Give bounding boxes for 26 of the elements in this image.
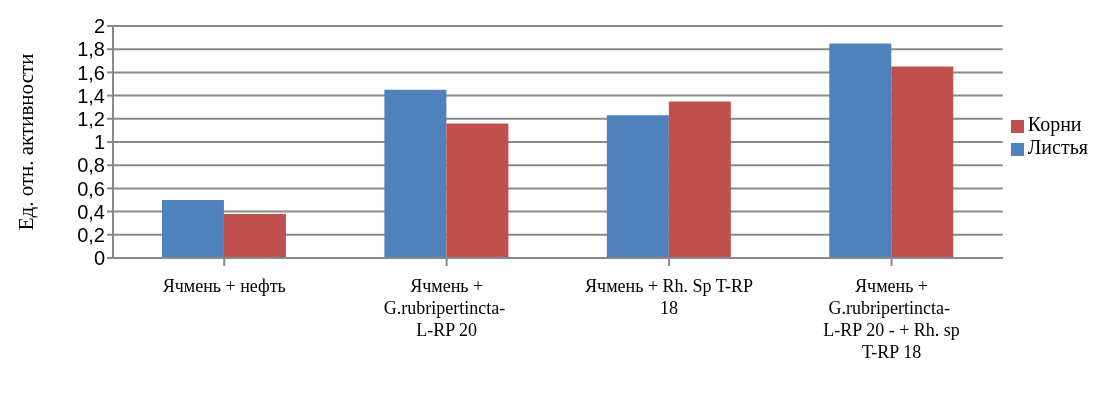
bar [891,66,954,258]
y-tick-label: 0,2 [77,223,105,246]
y-tick-label: 0,4 [77,200,105,223]
x-tick-label: Ячмень + G.rubripertincta- L-RP 20 [383,276,510,340]
y-tick-label: 0,8 [77,154,105,177]
y-tick-label: 1,2 [77,107,105,130]
y-tick-label: 1,8 [77,38,105,61]
x-tick-label: Ячмень + Rh. Sp T-RP 18 [585,276,754,318]
y-tick-label: 0,6 [77,177,105,200]
y-axis-title: Ед. отн. активности [14,53,39,231]
bar [446,123,509,258]
bar [829,43,892,258]
y-tick-label: 2 [93,15,105,38]
legend-label: Листья [1027,136,1088,158]
y-tick-label: 1,6 [77,61,105,84]
y-tick-label: 0 [93,247,105,270]
bar [606,115,669,258]
x-tick-label: Ячмень + G.rubripertincta- L-RP 20 - + Rh. sp T-RP 18 [823,276,960,362]
x-tick-label: Ячмень + нефть [162,276,286,296]
legend-label: Корни [1027,113,1082,135]
y-tick-label: 1,4 [77,84,105,107]
bar [223,213,286,258]
bar [161,200,224,258]
bar [384,89,447,258]
bar [668,101,731,258]
y-tick-label: 1 [93,131,105,154]
